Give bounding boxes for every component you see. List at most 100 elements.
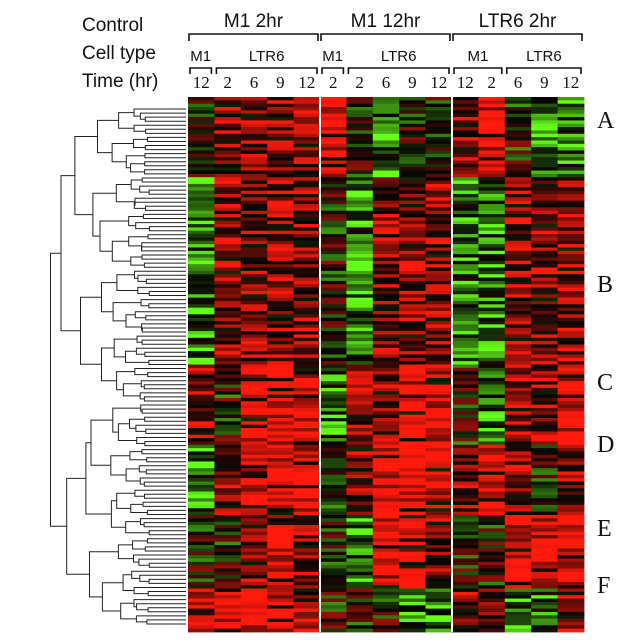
- dendrogram-branch: [148, 303, 186, 309]
- dendrogram-branch: [141, 339, 186, 345]
- heatmap-cell: [188, 411, 215, 416]
- heatmap-cell: [399, 451, 426, 456]
- heatmap-cell: [320, 531, 347, 536]
- heatmap-cell: [452, 501, 479, 506]
- heatmap-cell: [214, 525, 242, 529]
- heatmap-cell: [452, 367, 479, 372]
- heatmap-cell: [425, 548, 453, 553]
- heatmap-cell: [478, 180, 506, 185]
- heatmap-cell: [188, 140, 215, 145]
- dendrogram-branch: [144, 145, 186, 151]
- heatmap-cell: [372, 434, 400, 439]
- heatmap-cell: [504, 511, 532, 516]
- heatmap-cell: [478, 585, 506, 589]
- heatmap-cell: [372, 137, 400, 141]
- heatmap-cell: [452, 494, 479, 499]
- dendrogram-branch: [135, 222, 186, 230]
- heatmap-cell: [531, 531, 558, 536]
- heatmap-cell: [240, 381, 268, 385]
- dendrogram-branch: [125, 155, 145, 169]
- heatmap-cell: [267, 598, 294, 603]
- heatmap-cell: [557, 381, 585, 385]
- heatmap-cell: [188, 531, 215, 536]
- heatmap-cell: [372, 521, 400, 526]
- time-tick: 12: [298, 73, 315, 92]
- heatmap-cell: [425, 321, 453, 325]
- heatmap-cell: [293, 361, 321, 365]
- heatmap-cell: [504, 608, 532, 613]
- heatmap-cell: [188, 143, 215, 148]
- heatmap-cell: [531, 615, 558, 620]
- heatmap-cell: [293, 481, 321, 486]
- heatmap-cell: [293, 240, 321, 245]
- heatmap-cell: [267, 284, 294, 288]
- heatmap-cell: [214, 397, 242, 402]
- heatmap-cell: [372, 478, 400, 482]
- heatmap-cell: [557, 351, 585, 355]
- heatmap-cell: [399, 264, 426, 268]
- dendrogram-branch: [141, 449, 186, 455]
- heatmap-cell: [478, 464, 506, 469]
- heatmap-cell: [214, 230, 242, 235]
- heatmap-cell: [267, 568, 294, 573]
- heatmap-cell: [214, 147, 242, 151]
- heatmap-cell: [452, 458, 479, 462]
- heatmap-cell: [557, 591, 585, 596]
- heatmap-cell: [188, 578, 215, 583]
- heatmap-cell: [240, 300, 268, 305]
- heatmap-cell: [293, 334, 321, 339]
- heatmap-cell: [478, 615, 506, 620]
- heatmap-cell: [399, 341, 426, 345]
- heatmap-cell: [557, 220, 585, 225]
- heatmap-cell: [267, 140, 294, 145]
- heatmap-cell: [531, 103, 558, 108]
- heatmap-cell: [504, 331, 532, 335]
- heatmap-cell: [240, 237, 268, 242]
- heatmap-cell: [267, 120, 294, 125]
- heatmap-cell: [399, 628, 426, 633]
- heatmap-cell: [346, 207, 374, 212]
- heatmap-cell: [293, 347, 321, 352]
- heatmap-cell: [557, 177, 585, 181]
- heatmap-cell: [214, 254, 242, 258]
- heatmap-cell: [478, 287, 506, 292]
- heatmap-cell: [425, 468, 453, 472]
- heatmap-cell: [452, 428, 479, 432]
- heatmap-cell: [267, 441, 294, 446]
- heatmap-cell: [452, 254, 479, 258]
- heatmap-cell: [320, 304, 347, 309]
- heatmap-cell: [320, 180, 347, 185]
- heatmap-cell: [214, 187, 242, 192]
- time-tick: 12: [562, 73, 579, 92]
- heatmap-cell: [293, 558, 321, 563]
- heatmap-cell: [504, 381, 532, 385]
- heatmap-cell: [504, 324, 532, 329]
- heatmap-cell: [478, 428, 506, 432]
- heatmap-cell: [214, 217, 242, 222]
- heatmap-cell: [478, 274, 506, 278]
- heatmap-cell: [452, 270, 479, 275]
- heatmap-cell: [188, 351, 215, 355]
- heatmap-cell: [425, 197, 453, 202]
- heatmap-cell: [188, 454, 215, 459]
- heatmap-cell: [214, 608, 242, 613]
- heatmap-cell: [293, 264, 321, 268]
- heatmap-cell: [504, 274, 532, 278]
- heatmap-cell: [504, 601, 532, 606]
- heatmap-cell: [240, 471, 268, 476]
- heatmap-cell: [346, 595, 374, 599]
- heatmap-cell: [320, 541, 347, 546]
- heatmap-cell: [240, 270, 268, 275]
- heatmap-cell: [188, 595, 215, 599]
- heatmap-cell: [478, 123, 506, 128]
- heatmap-cell: [293, 270, 321, 275]
- heatmap-cell: [214, 461, 242, 466]
- heatmap-cell: [372, 581, 400, 586]
- heatmap-cell: [557, 481, 585, 486]
- heatmap-cell: [504, 531, 532, 536]
- heatmap-cell: [478, 558, 506, 563]
- heatmap-cell: [557, 488, 585, 492]
- heatmap-cell: [240, 428, 268, 432]
- time-tick: 9: [276, 73, 285, 92]
- heatmap-cell: [399, 294, 426, 299]
